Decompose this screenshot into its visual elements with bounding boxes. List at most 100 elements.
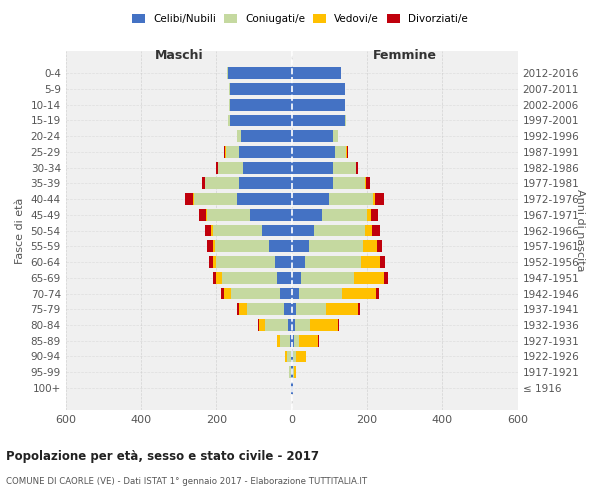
Y-axis label: Fasce di età: Fasce di età: [15, 198, 25, 264]
Bar: [292, 224, 314, 236]
Bar: [262, 224, 292, 236]
Bar: [333, 130, 338, 142]
Bar: [212, 224, 262, 236]
Bar: [215, 240, 269, 252]
Bar: [292, 99, 344, 110]
Bar: [247, 304, 284, 315]
Bar: [335, 146, 346, 158]
Bar: [212, 240, 215, 252]
Bar: [292, 178, 333, 190]
Bar: [309, 240, 364, 252]
Bar: [277, 272, 292, 283]
Bar: [289, 366, 290, 378]
Bar: [221, 288, 224, 300]
Bar: [293, 366, 296, 378]
Bar: [205, 224, 211, 236]
Bar: [366, 178, 370, 190]
Bar: [371, 209, 377, 220]
Bar: [296, 350, 305, 362]
Bar: [217, 272, 222, 283]
Bar: [305, 256, 361, 268]
Bar: [285, 350, 287, 362]
Bar: [229, 99, 230, 110]
Bar: [217, 256, 275, 268]
Bar: [239, 304, 247, 315]
Bar: [292, 193, 329, 205]
Bar: [293, 335, 299, 346]
Bar: [292, 146, 335, 158]
Bar: [295, 319, 310, 331]
Bar: [292, 382, 293, 394]
Bar: [241, 130, 292, 142]
Bar: [224, 146, 226, 158]
Bar: [207, 240, 212, 252]
Bar: [212, 272, 217, 283]
Bar: [222, 272, 277, 283]
Bar: [205, 178, 239, 190]
Text: Maschi: Maschi: [154, 49, 203, 62]
Bar: [239, 146, 292, 158]
Bar: [354, 272, 384, 283]
Bar: [199, 209, 206, 220]
Bar: [376, 288, 379, 300]
Bar: [342, 288, 376, 300]
Bar: [314, 224, 365, 236]
Bar: [259, 319, 265, 331]
Bar: [229, 83, 230, 95]
Bar: [365, 224, 372, 236]
Bar: [218, 162, 243, 173]
Bar: [212, 256, 217, 268]
Bar: [224, 288, 232, 300]
Bar: [292, 304, 296, 315]
Bar: [290, 350, 292, 362]
Bar: [301, 272, 354, 283]
Bar: [292, 68, 341, 79]
Bar: [364, 240, 377, 252]
Text: Popolazione per età, sesso e stato civile - 2017: Popolazione per età, sesso e stato civil…: [6, 450, 319, 463]
Bar: [344, 114, 346, 126]
Bar: [207, 209, 250, 220]
Bar: [292, 130, 333, 142]
Bar: [237, 304, 239, 315]
Bar: [226, 146, 239, 158]
Bar: [288, 319, 292, 331]
Bar: [292, 83, 344, 95]
Bar: [292, 272, 301, 283]
Bar: [367, 209, 371, 220]
Legend: Celibi/Nubili, Coniugati/e, Vedovi/e, Divorziati/e: Celibi/Nubili, Coniugati/e, Vedovi/e, Di…: [128, 10, 472, 29]
Bar: [326, 304, 358, 315]
Bar: [344, 83, 345, 95]
Bar: [293, 350, 296, 362]
Bar: [229, 114, 230, 126]
Bar: [250, 209, 292, 220]
Bar: [230, 114, 292, 126]
Bar: [322, 209, 367, 220]
Bar: [269, 240, 292, 252]
Bar: [299, 288, 342, 300]
Bar: [230, 83, 292, 95]
Bar: [292, 319, 295, 331]
Bar: [232, 288, 280, 300]
Bar: [310, 319, 338, 331]
Bar: [287, 350, 290, 362]
Bar: [292, 288, 299, 300]
Bar: [280, 288, 292, 300]
Bar: [384, 272, 388, 283]
Bar: [193, 193, 194, 205]
Bar: [374, 193, 384, 205]
Bar: [206, 209, 207, 220]
Bar: [361, 256, 380, 268]
Bar: [292, 335, 293, 346]
Bar: [372, 224, 380, 236]
Bar: [237, 193, 292, 205]
Bar: [194, 193, 237, 205]
Bar: [275, 256, 292, 268]
Bar: [202, 178, 205, 190]
Bar: [292, 209, 322, 220]
Bar: [344, 99, 345, 110]
Bar: [380, 256, 385, 268]
Bar: [292, 114, 344, 126]
Bar: [356, 162, 358, 173]
Bar: [358, 304, 361, 315]
Bar: [216, 162, 218, 173]
